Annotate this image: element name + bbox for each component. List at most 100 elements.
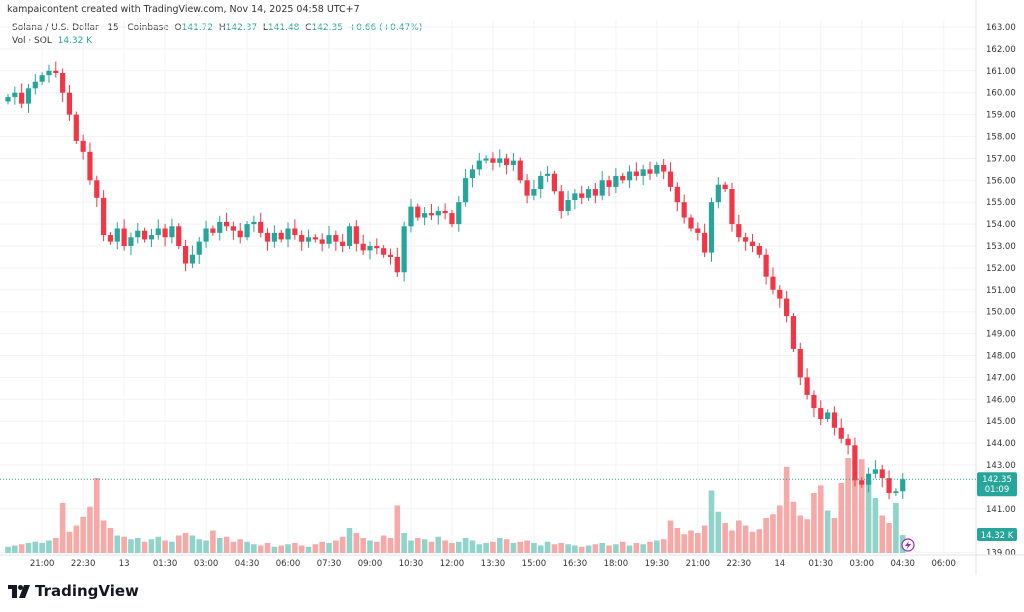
volume-bar: [18, 544, 25, 553]
volume-bar: [39, 543, 45, 553]
volume-bar: [510, 543, 517, 553]
candle-body: [101, 197, 107, 236]
price-tick-label: 154.00: [986, 220, 1016, 230]
volume-bar: [476, 544, 483, 553]
price-tick-label: 155.00: [986, 198, 1016, 208]
candle-body: [217, 221, 223, 233]
candle-body: [763, 254, 769, 277]
candle-body: [531, 189, 537, 196]
candle-body: [667, 171, 674, 187]
candle-body: [326, 235, 332, 244]
volume-bar: [278, 545, 284, 553]
candle-body: [654, 164, 660, 174]
time-tick-label: 10:30: [399, 559, 424, 569]
candle-body: [784, 298, 790, 317]
candle-body: [613, 175, 619, 187]
price-tick-label: 149.00: [986, 330, 1016, 340]
price-tick-label: 159.00: [986, 111, 1016, 121]
candle-body: [900, 479, 906, 492]
symbol-name[interactable]: Solana / U.S. Dollar · 15 · Coinbase: [12, 23, 169, 33]
volume-bar: [107, 528, 114, 553]
candle-body: [538, 175, 544, 190]
volume-bar: [169, 541, 175, 553]
candle-body: [729, 189, 735, 225]
volume-bar: [80, 516, 86, 553]
time-tick-label: 07:30: [317, 559, 342, 569]
price-tick-label: 150.00: [986, 308, 1016, 318]
volume-bar: [251, 544, 257, 553]
tradingview-logo: TradingView: [8, 582, 139, 600]
volume-bar: [660, 539, 667, 553]
candle-body: [544, 173, 551, 176]
candle-body: [148, 235, 155, 240]
volume-bar: [155, 536, 162, 553]
volume-bar: [770, 514, 776, 553]
volume-bar: [87, 506, 93, 553]
high-value: 142.37: [225, 23, 258, 33]
candle-body: [299, 235, 305, 242]
volume-bar: [223, 536, 230, 553]
candle-body: [681, 202, 687, 218]
open-label: O: [174, 23, 182, 33]
volume-bar: [736, 520, 742, 553]
volume-bar: [490, 541, 496, 553]
volume-bar: [654, 540, 660, 553]
candle-body: [258, 221, 264, 233]
time-tick-label: 06:00: [276, 559, 301, 569]
price-tick-label: 151.00: [986, 286, 1016, 296]
volume-label[interactable]: Vol · SOL: [12, 36, 52, 46]
volume-bar: [565, 544, 571, 553]
volume-bar: [100, 520, 107, 553]
last-price-label: 142.35: [982, 475, 1012, 485]
candle-body: [32, 81, 38, 89]
volume-bar: [572, 545, 578, 553]
volume-bar: [558, 543, 565, 553]
volume-bar: [544, 541, 551, 553]
candle-body: [558, 191, 564, 211]
volume-bar: [681, 534, 687, 553]
candle-body: [394, 256, 400, 273]
price-tick-label: 148.00: [986, 352, 1016, 362]
candle-body: [25, 88, 32, 104]
candle-body: [831, 412, 838, 428]
price-tick-label: 152.00: [986, 264, 1016, 274]
volume-bar: [893, 503, 899, 553]
volume-bar: [606, 545, 612, 553]
candle-body: [715, 184, 721, 203]
candle-body: [155, 228, 161, 236]
volume-bar: [5, 546, 11, 553]
price-tick-label: 139.00: [986, 549, 1016, 559]
volume-bar: [688, 530, 694, 553]
volume-bar: [394, 505, 401, 553]
price-tick-label: 141.00: [986, 505, 1016, 515]
candle-body: [114, 228, 120, 242]
volume-bar: [148, 539, 155, 553]
candle-body: [565, 200, 571, 211]
candle-body: [333, 235, 339, 242]
candle-body: [702, 232, 708, 253]
candle-body: [428, 213, 435, 216]
candle-body: [818, 408, 824, 420]
volume-bar: [701, 525, 708, 553]
volume-bar: [619, 541, 626, 553]
volume-bar: [886, 523, 892, 553]
volume-bar: [626, 545, 633, 553]
time-tick-label: 22:30: [727, 559, 752, 569]
volume-bar: [647, 541, 653, 553]
candle-body: [312, 237, 318, 240]
price-chart[interactable]: 163.00 162.00 161.00 160.00 159.00 158.00 157.…: [0, 0, 1024, 575]
high-label: H: [218, 23, 226, 33]
volume-bar: [722, 523, 728, 553]
time-tick-label: 19:30: [645, 559, 670, 569]
candle-body: [483, 158, 489, 161]
volume-bar: [469, 540, 476, 553]
time-tick-label: 22:30: [71, 559, 96, 569]
candle-body: [360, 243, 366, 251]
volume-bar: [633, 543, 640, 553]
candle-body: [5, 97, 11, 102]
volume-bar: [592, 544, 599, 553]
low-value: 141.48: [267, 23, 300, 33]
candle-body: [811, 394, 817, 409]
candle-body: [743, 237, 749, 242]
volume-bar: [128, 539, 134, 553]
